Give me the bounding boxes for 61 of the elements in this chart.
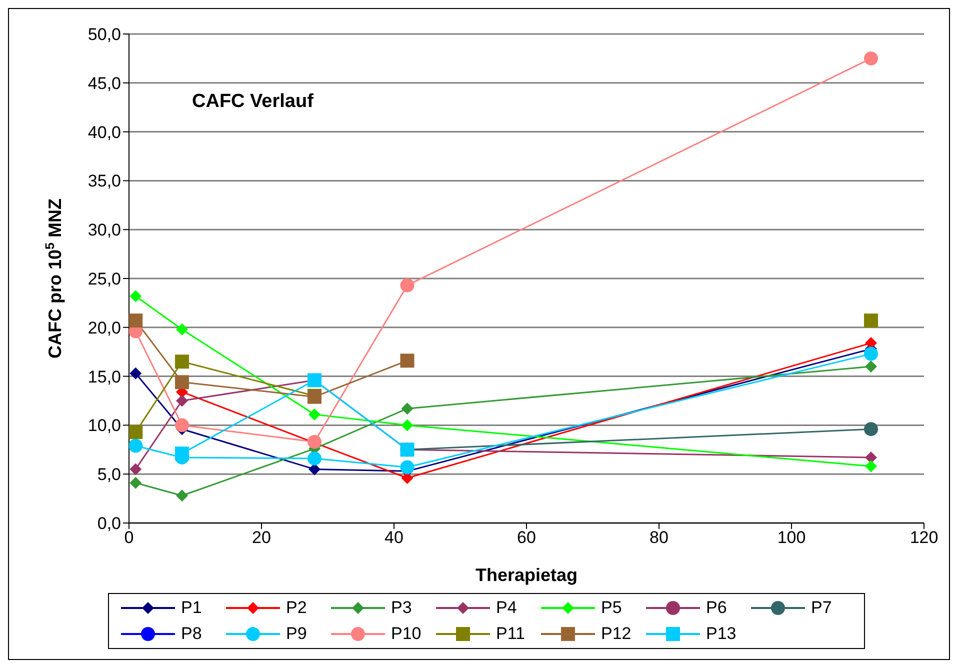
point: [129, 314, 143, 328]
legend-label: P13: [706, 624, 736, 644]
y-tick-label: 20,0: [88, 318, 121, 338]
x-tick-label: 60: [517, 528, 536, 548]
y-tick-label: 35,0: [88, 172, 121, 191]
point: [129, 425, 143, 440]
point: [175, 418, 189, 432]
y-tick-label: 50,0: [88, 25, 121, 44]
point: [176, 323, 188, 336]
point: [130, 476, 142, 489]
point: [175, 375, 189, 390]
legend-label: P9: [286, 624, 307, 644]
point: [864, 422, 878, 436]
y-tick-label: 25,0: [88, 270, 121, 289]
point: [130, 290, 142, 302]
point: [308, 451, 322, 466]
point: [130, 367, 142, 380]
x-tick-label: 0: [124, 528, 134, 548]
x-axis-title: Therapietag: [475, 565, 578, 585]
legend-label: P11: [496, 624, 525, 644]
legend-label: P10: [391, 624, 422, 644]
point: [401, 402, 414, 415]
y-tick-label: 5,0: [97, 465, 121, 484]
point: [129, 438, 143, 453]
point: [308, 408, 320, 420]
y-tick-label: 0,0: [97, 514, 121, 534]
point: [864, 346, 878, 361]
legend-label: P7: [811, 598, 832, 618]
y-tick-label: 40,0: [88, 122, 121, 142]
point: [400, 460, 414, 474]
point: [400, 278, 414, 292]
legend-label: P12: [601, 624, 632, 644]
legend-label: P3: [391, 598, 412, 618]
legend-label: P8: [181, 624, 202, 644]
point: [400, 354, 414, 368]
y-tick-label: 15,0: [88, 367, 121, 386]
legend-label: P6: [706, 598, 727, 618]
point: [175, 354, 189, 369]
x-tick-label: 120: [910, 528, 938, 548]
point: [865, 460, 877, 472]
x-tick-label: 40: [384, 528, 404, 548]
legend-label: P5: [601, 598, 622, 618]
y-tick-label: 45,0: [88, 74, 121, 93]
y-tick-label: 30,0: [88, 220, 121, 240]
text: CAFC Verlauf: [192, 91, 314, 113]
legend-label: P2: [286, 598, 307, 618]
legend-label: P1: [181, 598, 202, 618]
point: [864, 314, 878, 328]
point: [865, 451, 877, 464]
point: [176, 394, 188, 407]
point: [176, 490, 188, 502]
point: [401, 419, 414, 432]
point: [864, 51, 878, 66]
point: [130, 463, 142, 476]
x-tick-label: 20: [252, 528, 271, 548]
x-tick-label: 80: [650, 528, 668, 548]
x-tick-label: 100: [777, 528, 806, 548]
point: [865, 360, 877, 373]
legend-label: P4: [496, 598, 517, 618]
point: [175, 446, 189, 461]
y-tick-label: 10,0: [88, 416, 121, 436]
